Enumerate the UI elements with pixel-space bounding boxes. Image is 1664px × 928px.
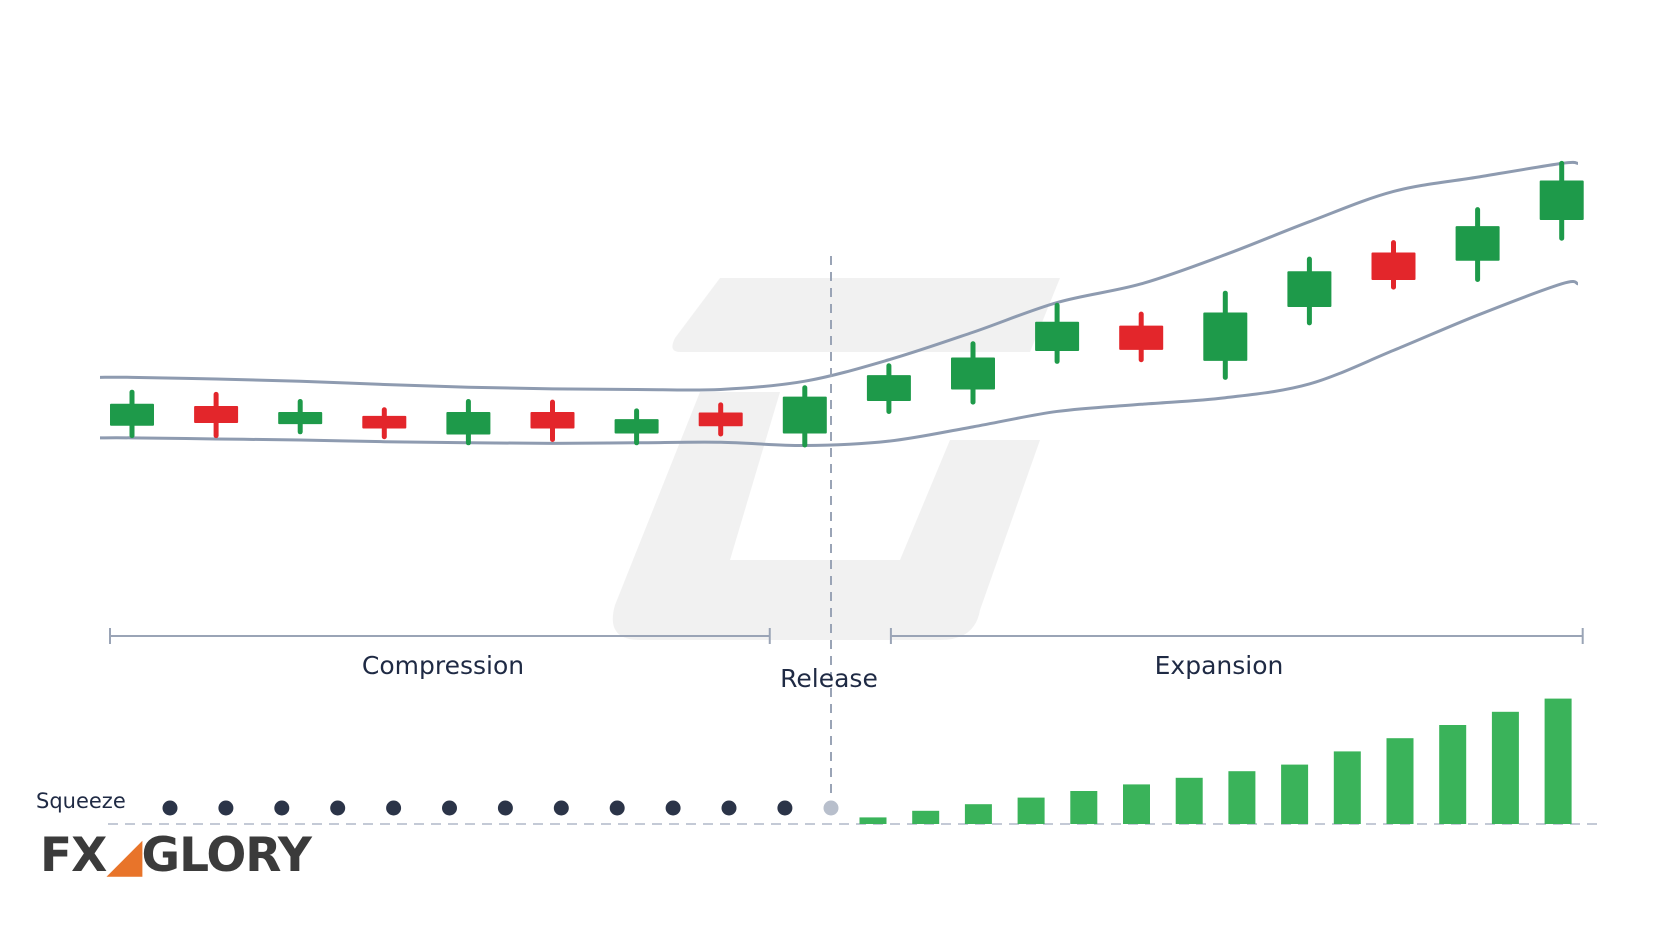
candle bbox=[782, 385, 827, 448]
momentum-bar bbox=[1175, 777, 1203, 824]
momentum-bar bbox=[1123, 784, 1150, 824]
candle bbox=[530, 399, 575, 442]
momentum-bar bbox=[859, 817, 887, 824]
momentum-bar bbox=[1281, 764, 1309, 824]
candle bbox=[866, 363, 911, 414]
momentum-bar bbox=[1228, 771, 1256, 824]
expansion-bracket bbox=[889, 628, 1584, 644]
candle bbox=[1035, 302, 1080, 364]
bollinger-bands bbox=[99, 160, 1579, 448]
squeeze-dot bbox=[330, 800, 346, 816]
candle-body bbox=[530, 412, 575, 429]
squeeze-dot bbox=[497, 800, 513, 816]
momentum-bar bbox=[1386, 738, 1414, 824]
candle bbox=[194, 391, 239, 439]
squeeze-label: Squeeze bbox=[36, 789, 126, 813]
fxglory-logo: FX◢GLORY bbox=[40, 832, 312, 879]
candle bbox=[446, 399, 491, 446]
momentum-bar bbox=[1544, 698, 1572, 824]
candle bbox=[110, 389, 154, 439]
phase-brackets bbox=[109, 628, 1584, 644]
candle-body bbox=[698, 412, 743, 427]
squeeze-dot bbox=[553, 800, 569, 816]
candle bbox=[1287, 256, 1332, 326]
candle bbox=[1455, 207, 1500, 282]
upper-band-line bbox=[99, 160, 1579, 392]
squeeze-dot-release bbox=[823, 800, 839, 816]
candle bbox=[614, 408, 659, 446]
candle-body bbox=[1287, 271, 1332, 307]
watermark-shape-bottom bbox=[612, 392, 1040, 640]
candle-body bbox=[866, 375, 911, 401]
candle bbox=[698, 402, 743, 437]
momentum-bar bbox=[912, 810, 940, 824]
candle-body bbox=[1035, 321, 1080, 351]
candle-body bbox=[951, 357, 995, 390]
candle bbox=[951, 341, 995, 405]
momentum-bar bbox=[1017, 797, 1045, 824]
squeeze-dot bbox=[386, 800, 402, 816]
candle-body bbox=[1371, 252, 1416, 280]
candlestick-series bbox=[110, 160, 1584, 448]
momentum-bar bbox=[1070, 791, 1098, 824]
candle bbox=[278, 399, 323, 435]
logo-text-fx: FX bbox=[40, 828, 107, 883]
momentum-bar bbox=[1491, 711, 1519, 824]
candle bbox=[1539, 160, 1584, 241]
candle bbox=[1203, 290, 1248, 380]
squeeze-dot bbox=[721, 800, 737, 816]
squeeze-dots bbox=[162, 800, 839, 816]
expansion-label: Expansion bbox=[1155, 651, 1284, 680]
candle bbox=[1371, 240, 1416, 290]
candle bbox=[1119, 311, 1164, 363]
release-label: Release bbox=[780, 664, 878, 693]
watermark-logo bbox=[612, 278, 1060, 640]
compression-label: Compression bbox=[362, 651, 524, 680]
candle-body bbox=[110, 403, 154, 426]
momentum-bar bbox=[1333, 751, 1361, 824]
squeeze-dot bbox=[274, 800, 290, 816]
candle-body bbox=[1539, 180, 1584, 221]
candle bbox=[362, 407, 407, 440]
candle-body bbox=[782, 396, 827, 434]
candle-body bbox=[1203, 312, 1248, 361]
momentum-histogram bbox=[859, 698, 1572, 824]
squeeze-dot bbox=[777, 800, 793, 816]
candle-body bbox=[1119, 325, 1164, 350]
squeeze-dot bbox=[665, 800, 681, 816]
lower-band-line bbox=[99, 280, 1579, 448]
candle-body bbox=[1455, 226, 1500, 261]
momentum-bar bbox=[964, 804, 992, 824]
candle-body bbox=[446, 412, 491, 435]
candle-body bbox=[614, 419, 659, 434]
squeeze-dot bbox=[609, 800, 625, 816]
logo-text-glory: GLORY bbox=[141, 828, 312, 883]
squeeze-dot bbox=[218, 800, 234, 816]
candle-body bbox=[362, 415, 407, 429]
squeeze-dot bbox=[162, 800, 178, 816]
squeeze-dot bbox=[442, 800, 457, 816]
momentum-bar bbox=[1439, 725, 1467, 824]
candle-body bbox=[194, 405, 239, 423]
candle-body bbox=[278, 412, 323, 425]
compression-bracket bbox=[109, 628, 771, 644]
watermark-shape-top bbox=[672, 278, 1060, 352]
logo-accent: ◢ bbox=[106, 828, 142, 883]
